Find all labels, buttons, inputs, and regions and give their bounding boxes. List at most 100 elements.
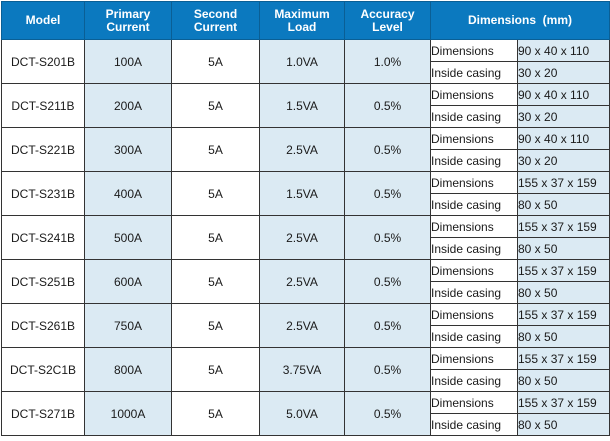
primary-current-cell: 500A xyxy=(84,215,172,260)
primary-current-cell: 100A xyxy=(84,39,172,84)
maximum-load-cell: 2.5VA xyxy=(259,127,345,172)
table-row: DCT-S2C1B 800A 5A 3.75VA 0.5% Dimensions 155 x… xyxy=(1,347,610,392)
model-cell: DCT-S2C1B xyxy=(1,347,85,392)
model-cell: DCT-S251B xyxy=(1,259,85,304)
header-accuracy-level: Accuracy Level xyxy=(344,1,431,40)
dimensions-label-cell: Dimensions xyxy=(430,391,518,414)
header-row: Model Primary Current Second Current Maxim… xyxy=(1,1,610,40)
table-row-sub: Inside casing 30 x 20 xyxy=(2,61,610,84)
header-second-current: Second Current xyxy=(171,1,260,40)
header-accuracy-line2: Level xyxy=(372,19,403,34)
second-current-cell: 5A xyxy=(171,391,260,436)
header-second-line2: Current xyxy=(193,19,238,34)
second-current-cell: 5A xyxy=(171,171,260,216)
dimensions-label-cell: Dimensions xyxy=(430,83,518,106)
header-load-line2: Load xyxy=(287,19,317,34)
inside-casing-value-cell: 30 x 20 xyxy=(516,61,610,84)
dimensions-value-cell: 155 x 37 x 159 xyxy=(516,171,610,194)
dimensions-label-cell: Dimensions xyxy=(430,127,518,150)
primary-current-cell: 800A xyxy=(84,347,172,392)
table-body: DCT-S201B 100A 5A 1.0VA 1.0% Dimensions 90 x 4… xyxy=(1,39,610,436)
inside-casing-label-cell: Inside casing xyxy=(430,325,518,348)
inside-casing-value-cell: 30 x 20 xyxy=(516,105,610,128)
accuracy-cell: 0.5% xyxy=(344,171,431,216)
accuracy-cell: 0.5% xyxy=(344,391,431,436)
inside-casing-label-cell: Inside casing xyxy=(430,149,518,172)
accuracy-cell: 0.5% xyxy=(344,127,431,172)
primary-current-cell: 200A xyxy=(84,83,172,128)
table-row: DCT-S211B 200A 5A 1.5VA 0.5% Dimensions 90 x 4… xyxy=(1,83,610,128)
maximum-load-cell: 1.5VA xyxy=(259,171,345,216)
dimensions-value-cell: 90 x 40 x 110 xyxy=(516,83,610,106)
maximum-load-cell: 2.5VA xyxy=(259,303,345,348)
dimensions-label-cell: Dimensions xyxy=(430,347,518,370)
second-current-cell: 5A xyxy=(171,347,260,392)
table-row-sub: Inside casing 80 x 50 xyxy=(2,237,610,260)
second-current-cell: 5A xyxy=(171,127,260,172)
accuracy-cell: 0.5% xyxy=(344,347,431,392)
second-current-cell: 5A xyxy=(171,259,260,304)
table-row-sub: Inside casing 30 x 20 xyxy=(2,105,610,128)
header-primary-line2: Current xyxy=(106,19,150,34)
table-row: DCT-S261B 750A 5A 2.5VA 0.5% Dimensions 155 x … xyxy=(1,303,610,348)
primary-current-cell: 1000A xyxy=(84,391,172,436)
header-load-line1: Maximum xyxy=(274,6,330,21)
inside-casing-label-cell: Inside casing xyxy=(430,281,518,304)
table-row: DCT-S221B 300A 5A 2.5VA 0.5% Dimensions 90 x 4… xyxy=(1,127,610,172)
dimensions-value-cell: 155 x 37 x 159 xyxy=(516,259,610,282)
dimensions-value-cell: 155 x 37 x 159 xyxy=(516,303,610,326)
inside-casing-label-cell: Inside casing xyxy=(430,413,518,436)
model-cell: DCT-S261B xyxy=(1,303,85,348)
table-row: DCT-S201B 100A 5A 1.0VA 1.0% Dimensions 90 x 4… xyxy=(1,39,610,84)
dimensions-value-cell: 155 x 37 x 159 xyxy=(516,347,610,370)
table-row: DCT-S251B 600A 5A 2.5VA 0.5% Dimensions 155 x … xyxy=(1,259,610,304)
table-row: DCT-S241B 500A 5A 2.5VA 0.5% Dimensions 155 x … xyxy=(1,215,610,260)
maximum-load-cell: 1.5VA xyxy=(259,83,345,128)
table-row: DCT-S231B 400A 5A 1.5VA 0.5% Dimensions 155 x … xyxy=(1,171,610,216)
dimensions-label-cell: Dimensions xyxy=(430,39,518,62)
model-cell: DCT-S221B xyxy=(1,127,85,172)
header-primary-current: Primary Current xyxy=(84,1,172,40)
inside-casing-label-cell: Inside casing xyxy=(430,369,518,392)
dimensions-label-cell: Dimensions xyxy=(430,259,518,282)
table-row-sub: Inside casing 30 x 20 xyxy=(2,149,610,172)
dimensions-label-cell: Dimensions xyxy=(430,215,518,238)
inside-casing-label-cell: Inside casing xyxy=(430,105,518,128)
model-cell: DCT-S271B xyxy=(1,391,85,436)
second-current-cell: 5A xyxy=(171,39,260,84)
model-cell: DCT-S241B xyxy=(1,215,85,260)
inside-casing-value-cell: 80 x 50 xyxy=(516,413,610,436)
inside-casing-value-cell: 80 x 50 xyxy=(516,193,610,216)
dimensions-label-cell: Dimensions xyxy=(430,303,518,326)
maximum-load-cell: 1.0VA xyxy=(259,39,345,84)
inside-casing-value-cell: 30 x 20 xyxy=(516,149,610,172)
second-current-cell: 5A xyxy=(171,303,260,348)
inside-casing-value-cell: 80 x 50 xyxy=(516,325,610,348)
header-accuracy-line1: Accuracy xyxy=(360,6,415,21)
dimensions-value-cell: 90 x 40 x 110 xyxy=(516,39,610,62)
accuracy-cell: 0.5% xyxy=(344,303,431,348)
primary-current-cell: 400A xyxy=(84,171,172,216)
dimensions-value-cell: 155 x 37 x 159 xyxy=(516,391,610,414)
dimensions-value-cell: 155 x 37 x 159 xyxy=(516,215,610,238)
maximum-load-cell: 2.5VA xyxy=(259,259,345,304)
accuracy-cell: 1.0% xyxy=(344,39,431,84)
inside-casing-label-cell: Inside casing xyxy=(430,237,518,260)
table-row-sub: Inside casing 80 x 50 xyxy=(2,325,610,348)
maximum-load-cell: 5.0VA xyxy=(259,391,345,436)
header-dimensions: Dimensions (mm) xyxy=(429,1,610,40)
model-cell: DCT-S211B xyxy=(1,83,85,128)
accuracy-cell: 0.5% xyxy=(344,215,431,260)
table-row-sub: Inside casing 80 x 50 xyxy=(2,413,610,436)
inside-casing-value-cell: 80 x 50 xyxy=(516,281,610,304)
primary-current-cell: 300A xyxy=(84,127,172,172)
table-row: DCT-S271B 1000A 5A 5.0VA 0.5% Dimensions 155 x… xyxy=(1,391,610,436)
primary-current-cell: 600A xyxy=(84,259,172,304)
model-cell: DCT-S201B xyxy=(1,39,85,84)
inside-casing-label-cell: Inside casing xyxy=(430,193,518,216)
header-second-line1: Second xyxy=(193,6,238,21)
second-current-cell: 5A xyxy=(171,215,260,260)
accuracy-cell: 0.5% xyxy=(344,83,431,128)
model-cell: DCT-S231B xyxy=(1,171,85,216)
